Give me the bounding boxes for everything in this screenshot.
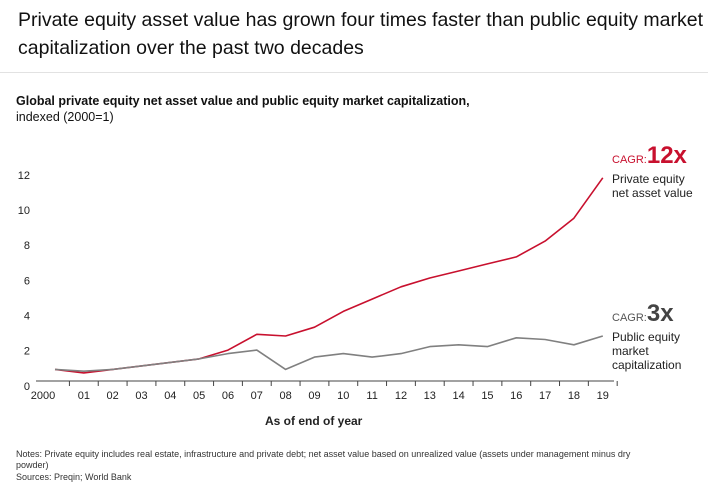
- x-tick-label: 06: [222, 390, 234, 402]
- x-tick-label: 14: [452, 390, 464, 402]
- x-tick-label: 09: [308, 390, 320, 402]
- y-tick-label: 6: [24, 275, 30, 287]
- x-tick-label: 05: [193, 390, 205, 402]
- x-tick-label: 01: [78, 390, 90, 402]
- cagr-annotation: CAGR:3x: [612, 300, 674, 328]
- x-tick-label: 10: [337, 390, 349, 402]
- cagr-value: 3x: [646, 300, 674, 327]
- x-tick-label: 02: [107, 390, 119, 402]
- legend-label: Public equity market capitalization: [612, 330, 682, 372]
- x-tick-label: 04: [164, 390, 176, 402]
- y-tick-label: 2: [24, 346, 30, 358]
- y-tick-label: 0: [24, 381, 30, 393]
- x-tick-label: 16: [510, 390, 522, 402]
- headline: Private equity asset value has grown fou…: [18, 9, 704, 59]
- x-axis-label: As of end of year: [265, 414, 363, 428]
- series-line: [54, 335, 604, 372]
- legend-label: Private equity net asset value: [612, 171, 693, 200]
- cagr-annotation: CAGR:12x: [612, 142, 687, 170]
- cagr-prefix: CAGR:: [612, 312, 647, 324]
- x-tick-label: 17: [539, 390, 551, 402]
- x-tick-label: 03: [135, 390, 147, 402]
- y-tick-label: 10: [18, 205, 30, 217]
- y-tick-label: 8: [24, 240, 30, 252]
- chart-title: Global private equity net asset value an…: [16, 94, 470, 108]
- y-tick-label: 4: [24, 311, 30, 323]
- x-tick-label: 15: [481, 390, 493, 402]
- cagr-prefix: CAGR:: [612, 153, 647, 166]
- x-tick-label: 19: [597, 390, 609, 402]
- x-tick-label: 08: [280, 390, 292, 402]
- cagr-value: 12x: [646, 141, 687, 169]
- x-tick-label: 07: [251, 390, 263, 402]
- y-tick-label: 12: [18, 170, 30, 182]
- sources: Sources: Preqin; World Bank: [16, 472, 132, 482]
- x-tick-label: 12: [395, 390, 407, 402]
- notes: Notes: Private equity includes real esta…: [16, 449, 631, 470]
- x-tick-label: 18: [568, 390, 580, 402]
- x-tick-label: 11: [366, 390, 377, 402]
- series-line: [54, 177, 604, 374]
- x-tick-label: 2000: [31, 390, 55, 402]
- separator: [0, 72, 708, 73]
- chart-subtitle: indexed (2000=1): [16, 110, 114, 124]
- x-tick-label: 13: [424, 390, 436, 402]
